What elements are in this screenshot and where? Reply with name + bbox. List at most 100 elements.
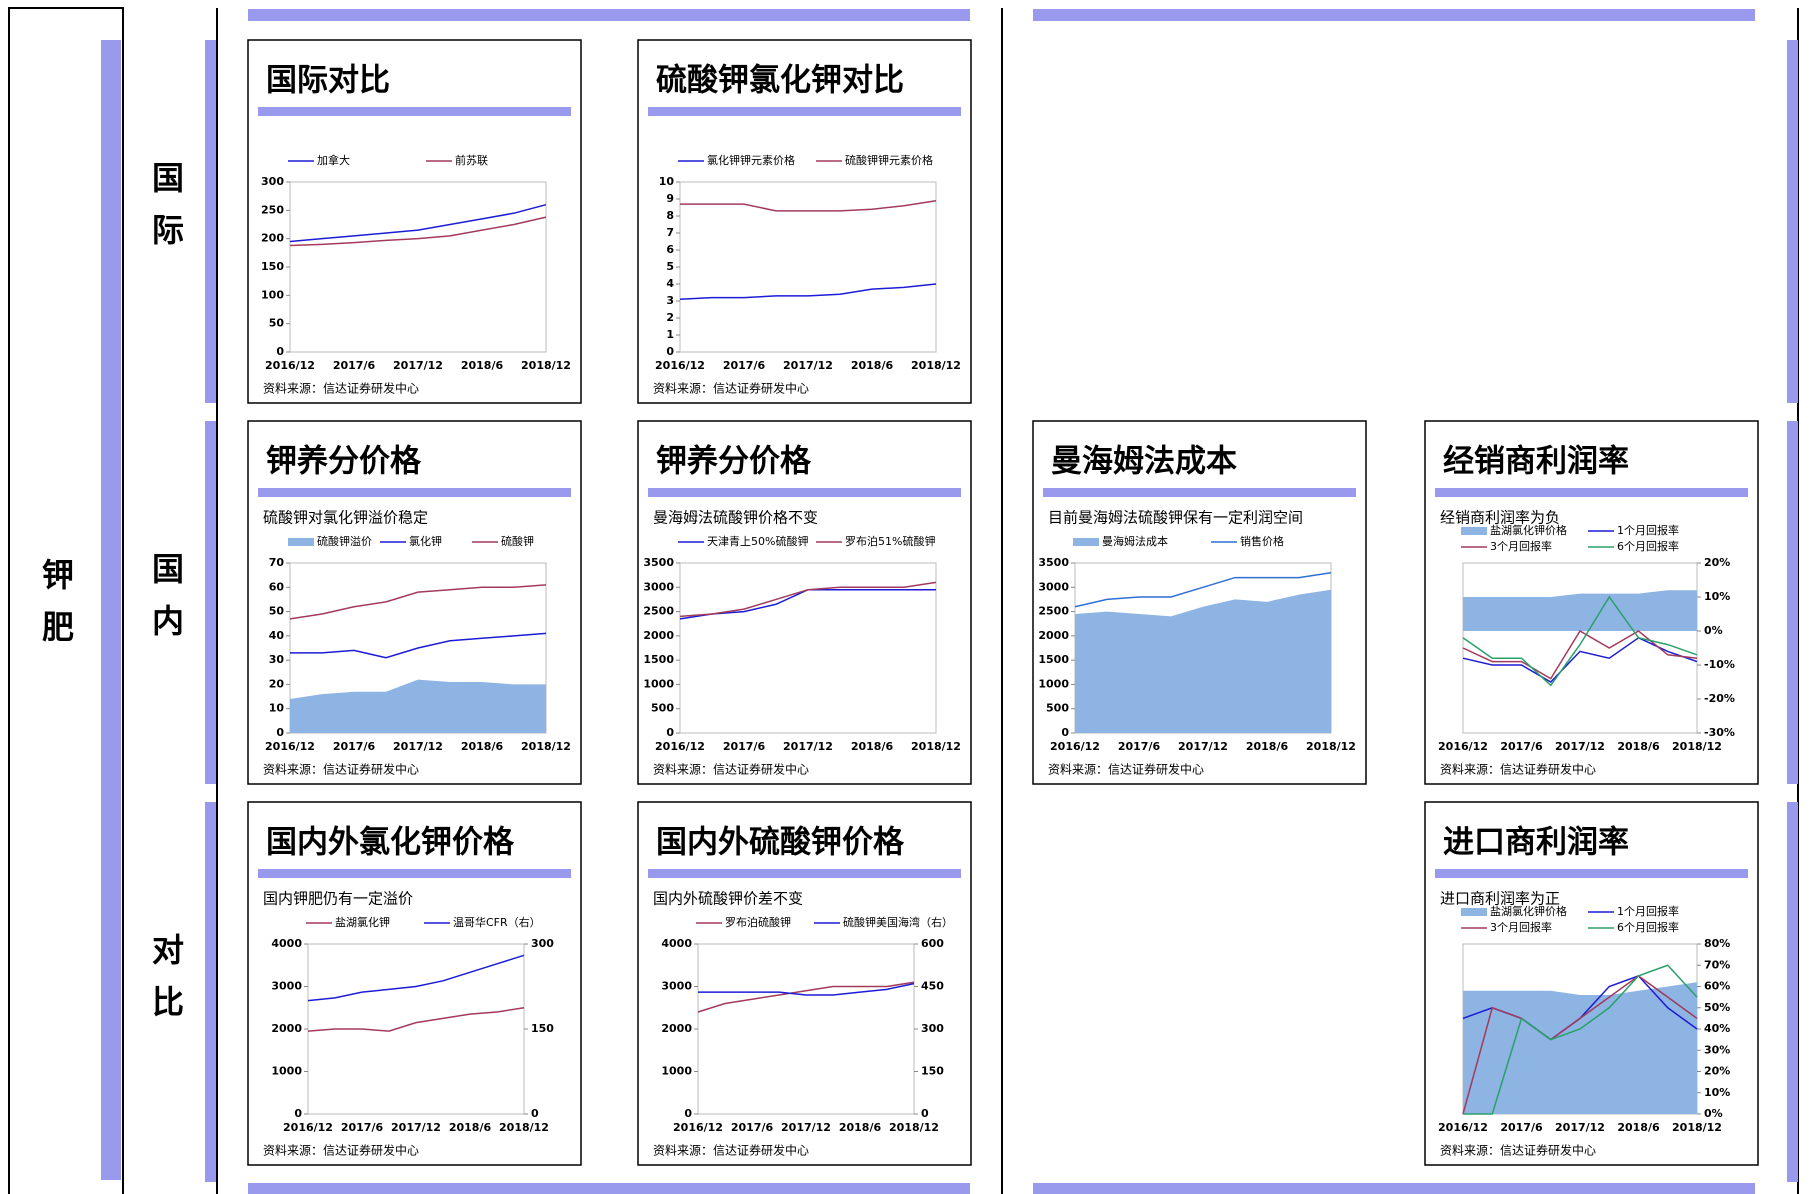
card-title: 国内外硫酸钾价格 xyxy=(656,825,905,861)
card-title: 国内外氯化钾价格 xyxy=(266,825,515,861)
y2-tick-label: 70% xyxy=(1704,958,1730,971)
legend-label: 氯化钾 xyxy=(409,534,442,548)
line xyxy=(680,199,937,212)
y-tick-label: 300 xyxy=(261,175,284,188)
y2-tick-label: 0% xyxy=(1704,1107,1723,1120)
legend-label: 氯化钾钾元素价格 xyxy=(707,153,795,167)
card-title: 曼海姆法成本 xyxy=(1051,444,1237,480)
y-tick-label: 0 xyxy=(666,345,674,358)
y-tick-label: 3000 xyxy=(271,980,302,993)
legend-swatch xyxy=(1461,908,1487,916)
legend-label: 3个月回报率 xyxy=(1490,920,1552,934)
x-tick-label: 2018/6 xyxy=(851,740,894,753)
subtitle: 国内钾肥仍有一定溢价 xyxy=(263,890,413,908)
line xyxy=(679,283,937,301)
y-tick-label: 50 xyxy=(269,317,285,330)
y-tick-label: 3000 xyxy=(1038,580,1069,593)
legend-label: 盐湖氯化钾 xyxy=(335,915,390,929)
x-tick-label: 2017/6 xyxy=(341,1121,384,1134)
x-tick-label: 2016/12 xyxy=(1438,1121,1488,1134)
card-title: 钾养分价格 xyxy=(656,444,812,480)
line xyxy=(1074,571,1332,608)
source: 资料来源：信达证券研发中心 xyxy=(263,762,419,777)
x-tick-label: 2017/6 xyxy=(333,740,376,753)
accent-bar xyxy=(1787,40,1798,403)
x-tick-label: 2018/12 xyxy=(521,359,571,372)
y-tick-label: 1500 xyxy=(1038,653,1069,666)
accent-bar xyxy=(205,802,216,1182)
x-tick-label: 2018/12 xyxy=(1672,740,1722,753)
x-tick-label: 2018/6 xyxy=(839,1121,882,1134)
y-tick-label: 0 xyxy=(294,1107,302,1120)
y-tick-label: 2000 xyxy=(271,1022,302,1035)
x-tick-label: 2018/12 xyxy=(911,740,961,753)
legend-label: 1个月回报率 xyxy=(1617,523,1679,537)
x-tick-label: 2018/12 xyxy=(911,359,961,372)
y-tick-label: 1000 xyxy=(271,1065,302,1078)
x-tick-label: 2016/12 xyxy=(1050,740,1100,753)
legend-label: 1个月回报率 xyxy=(1617,904,1679,918)
y2-tick-label: 600 xyxy=(921,937,944,950)
y-tick-label: 9 xyxy=(666,192,674,205)
card-title: 经销商利润率 xyxy=(1443,444,1629,480)
y-tick-label: 3 xyxy=(666,294,674,307)
y-tick-label: 6 xyxy=(666,243,674,256)
x-tick-label: 2017/6 xyxy=(1500,740,1543,753)
y-tick-label: 1000 xyxy=(1038,677,1069,690)
x-tick-label: 2016/12 xyxy=(655,740,705,753)
line xyxy=(1462,595,1698,687)
x-tick-label: 2018/6 xyxy=(461,359,504,372)
card-title: 硫酸钾氯化钾对比 xyxy=(656,63,904,99)
x-tick-label: 2016/12 xyxy=(673,1121,723,1134)
y-tick-label: 3500 xyxy=(1038,556,1069,569)
subtitle: 曼海姆法硫酸钾价格不变 xyxy=(653,509,818,527)
accent-bar xyxy=(101,40,121,1180)
y2-tick-label: 300 xyxy=(921,1022,944,1035)
subtitle: 硫酸钾对氯化钾溢价稳定 xyxy=(263,509,428,527)
y-tick-label: 10 xyxy=(269,702,285,715)
y2-tick-label: 80% xyxy=(1704,937,1730,950)
y-tick-label: 10 xyxy=(659,175,675,188)
y-tick-label: 2 xyxy=(666,311,674,324)
legend-label: 前苏联 xyxy=(455,153,488,167)
y-tick-label: 1000 xyxy=(661,1065,692,1078)
y-tick-label: 0 xyxy=(666,726,674,739)
legend-label: 6个月回报率 xyxy=(1617,920,1679,934)
x-tick-label: 2018/6 xyxy=(851,359,894,372)
y2-tick-label: 0 xyxy=(921,1107,929,1120)
source: 资料来源：信达证券研发中心 xyxy=(263,381,419,396)
source: 资料来源：信达证券研发中心 xyxy=(1440,1143,1596,1158)
title-underline xyxy=(1043,488,1356,497)
card-title: 钾养分价格 xyxy=(266,444,422,480)
accent-bar xyxy=(1033,1183,1755,1194)
y-tick-label: 5 xyxy=(666,260,674,273)
line xyxy=(307,1007,525,1032)
source: 资料来源：信达证券研发中心 xyxy=(1440,762,1596,777)
y2-tick-label: 20% xyxy=(1704,1065,1730,1078)
line xyxy=(1462,629,1698,680)
title-underline xyxy=(258,107,571,116)
y-tick-label: 7 xyxy=(666,226,674,239)
x-tick-label: 2016/12 xyxy=(265,359,315,372)
x-tick-label: 2017/12 xyxy=(393,740,443,753)
y2-tick-label: 10% xyxy=(1704,1086,1730,1099)
x-tick-label: 2018/12 xyxy=(521,740,571,753)
section-label: 国内 xyxy=(147,552,185,656)
x-tick-label: 2018/6 xyxy=(461,740,504,753)
x-tick-label: 2016/12 xyxy=(265,740,315,753)
subtitle: 经销商利润率为负 xyxy=(1440,509,1560,527)
area xyxy=(1075,589,1331,733)
x-tick-label: 2016/12 xyxy=(1438,740,1488,753)
y-tick-label: 3500 xyxy=(643,556,674,569)
y2-tick-label: -20% xyxy=(1704,692,1735,705)
accent-bar xyxy=(205,421,216,784)
source: 资料来源：信达证券研发中心 xyxy=(1048,762,1204,777)
x-tick-label: 2017/12 xyxy=(783,359,833,372)
card-title: 国际对比 xyxy=(266,63,390,99)
legend-label: 3个月回报率 xyxy=(1490,539,1552,553)
y2-tick-label: 40% xyxy=(1704,1022,1730,1035)
x-tick-label: 2017/12 xyxy=(1555,1121,1605,1134)
x-tick-label: 2018/6 xyxy=(1617,1121,1660,1134)
